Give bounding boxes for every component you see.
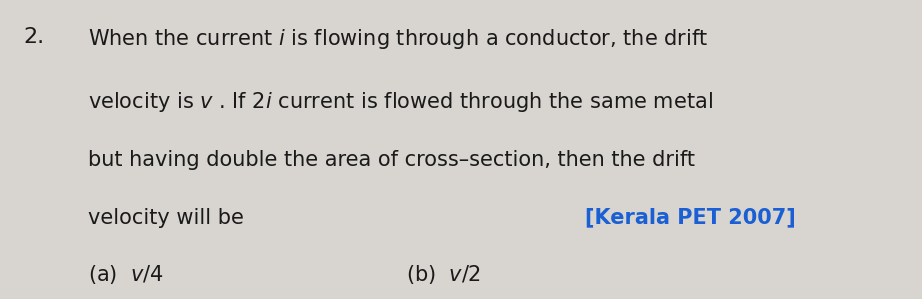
Text: velocity is $v$ . If 2$i$ current is flowed through the same metal: velocity is $v$ . If 2$i$ current is flo… (88, 90, 713, 114)
Text: (b)  $v$/2: (b) $v$/2 (406, 263, 480, 286)
Text: When the current $i$ is flowing through a conductor, the drift: When the current $i$ is flowing through … (88, 27, 708, 51)
Text: velocity will be: velocity will be (88, 208, 243, 228)
Text: [Kerala PET 2007]: [Kerala PET 2007] (585, 208, 797, 228)
Text: 2.: 2. (23, 27, 44, 47)
Text: (a)  $v$/4: (a) $v$/4 (88, 263, 163, 286)
Text: but having double the area of cross–section, then the drift: but having double the area of cross–sect… (88, 150, 694, 170)
